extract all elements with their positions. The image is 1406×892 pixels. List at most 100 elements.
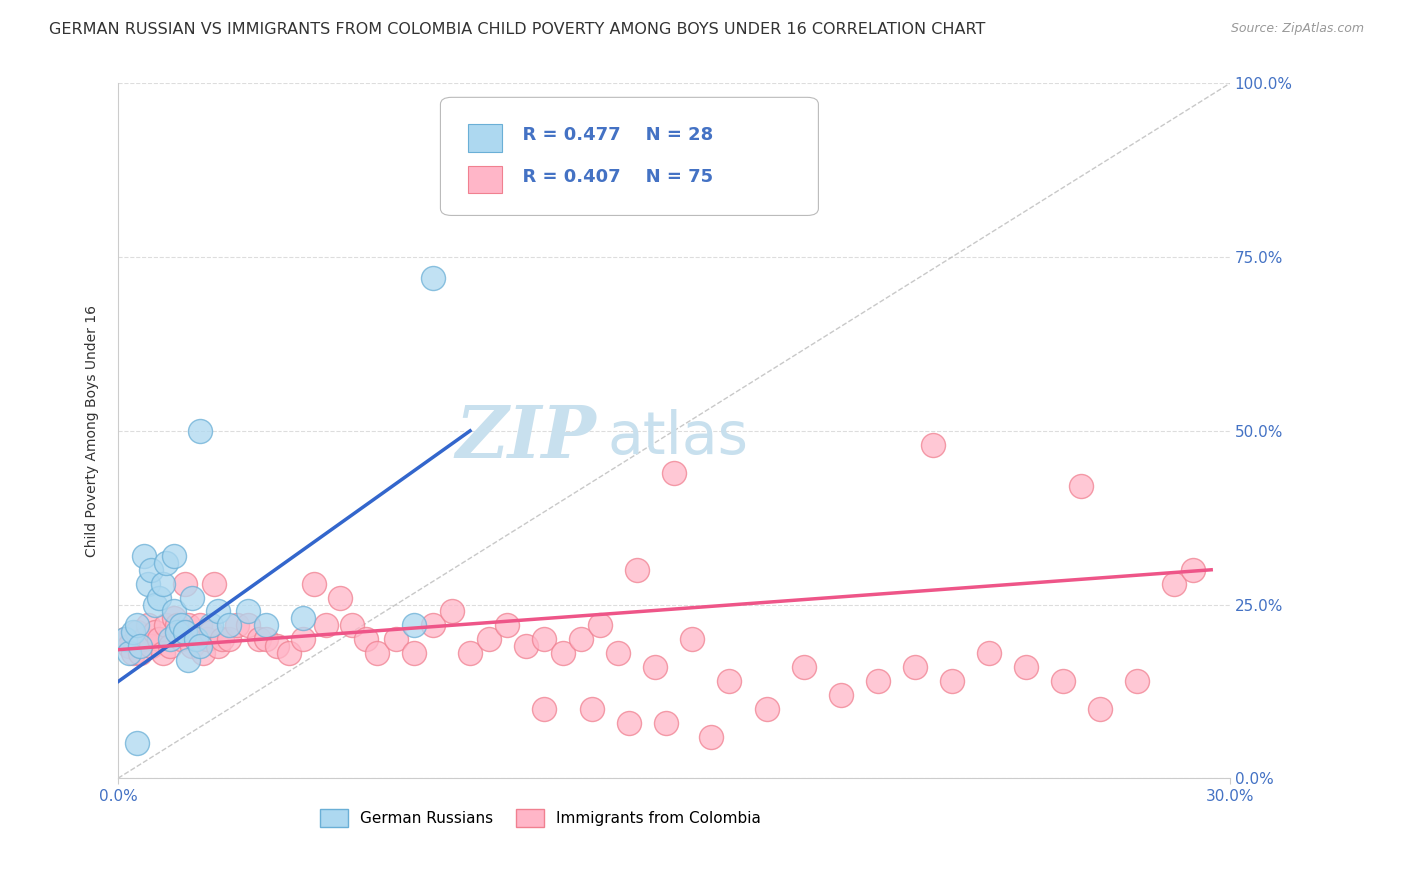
Point [458,646,481,660]
Point [236,618,259,632]
Point [162,611,184,625]
Point [136,618,159,632]
Point [200,618,222,632]
Point [422,271,444,285]
Point [515,639,537,653]
Point [236,605,259,619]
Point [607,646,630,660]
Point [551,646,574,660]
Point [118,646,141,660]
Point [195,632,218,647]
Point [143,598,166,612]
Point [247,632,270,647]
Point [207,605,229,619]
Point [166,618,188,632]
Point [589,618,612,632]
Point [404,646,426,660]
Point [148,632,170,647]
Point [188,424,211,438]
Point [162,605,184,619]
Point [200,625,222,640]
Point [292,632,315,647]
Point [904,660,927,674]
Point [422,618,444,632]
Point [1015,660,1038,674]
Text: R = 0.407    N = 75: R = 0.407 N = 75 [510,168,714,186]
Point [162,549,184,563]
Legend: German Russians, Immigrants from Colombia: German Russians, Immigrants from Colombi… [314,804,766,833]
Point [1070,479,1092,493]
Point [277,646,299,660]
Point [125,737,148,751]
Point [1052,673,1074,688]
Point [218,632,240,647]
Point [619,715,641,730]
Point [170,632,193,647]
Point [404,618,426,632]
Point [655,715,678,730]
FancyBboxPatch shape [468,166,502,194]
Point [644,660,666,674]
Point [166,625,188,640]
Point [496,618,519,632]
Point [141,563,163,577]
Point [184,632,207,647]
Point [626,563,648,577]
Point [266,639,288,653]
Point [440,605,463,619]
Text: ZIP: ZIP [456,402,596,474]
Point [1163,576,1185,591]
Point [292,611,315,625]
Point [478,632,501,647]
Point [1126,673,1149,688]
Point [922,438,945,452]
Point [340,618,363,632]
Point [118,639,141,653]
Point [148,591,170,605]
Point [155,556,177,570]
Point [129,646,152,660]
Point [177,618,200,632]
Y-axis label: Child Poverty Among Boys Under 16: Child Poverty Among Boys Under 16 [86,305,100,557]
Point [152,646,174,660]
Point [173,576,195,591]
Point [177,653,200,667]
Point [170,618,193,632]
Point [136,576,159,591]
Text: atlas: atlas [607,409,748,467]
Point [254,632,277,647]
Point [941,673,963,688]
Point [218,618,240,632]
Point [385,632,408,647]
Point [122,646,145,660]
Point [533,702,555,716]
Point [132,632,155,647]
Point [184,632,207,647]
Point [662,466,685,480]
Point [114,632,136,647]
Point [254,618,277,632]
Point [211,632,233,647]
Point [155,618,177,632]
Point [152,576,174,591]
Point [830,688,852,702]
Point [329,591,352,605]
Point [718,673,741,688]
Point [225,618,247,632]
Point [202,576,225,591]
Point [125,625,148,640]
Point [125,618,148,632]
Point [132,549,155,563]
Point [793,660,815,674]
Text: R = 0.477    N = 28: R = 0.477 N = 28 [510,126,714,144]
Point [207,639,229,653]
Point [173,625,195,640]
Point [181,591,204,605]
Point [129,639,152,653]
Point [159,639,181,653]
Point [700,730,723,744]
Text: GERMAN RUSSIAN VS IMMIGRANTS FROM COLOMBIA CHILD POVERTY AMONG BOYS UNDER 16 COR: GERMAN RUSSIAN VS IMMIGRANTS FROM COLOMB… [49,22,986,37]
Point [755,702,778,716]
Point [188,639,211,653]
Point [977,646,1000,660]
